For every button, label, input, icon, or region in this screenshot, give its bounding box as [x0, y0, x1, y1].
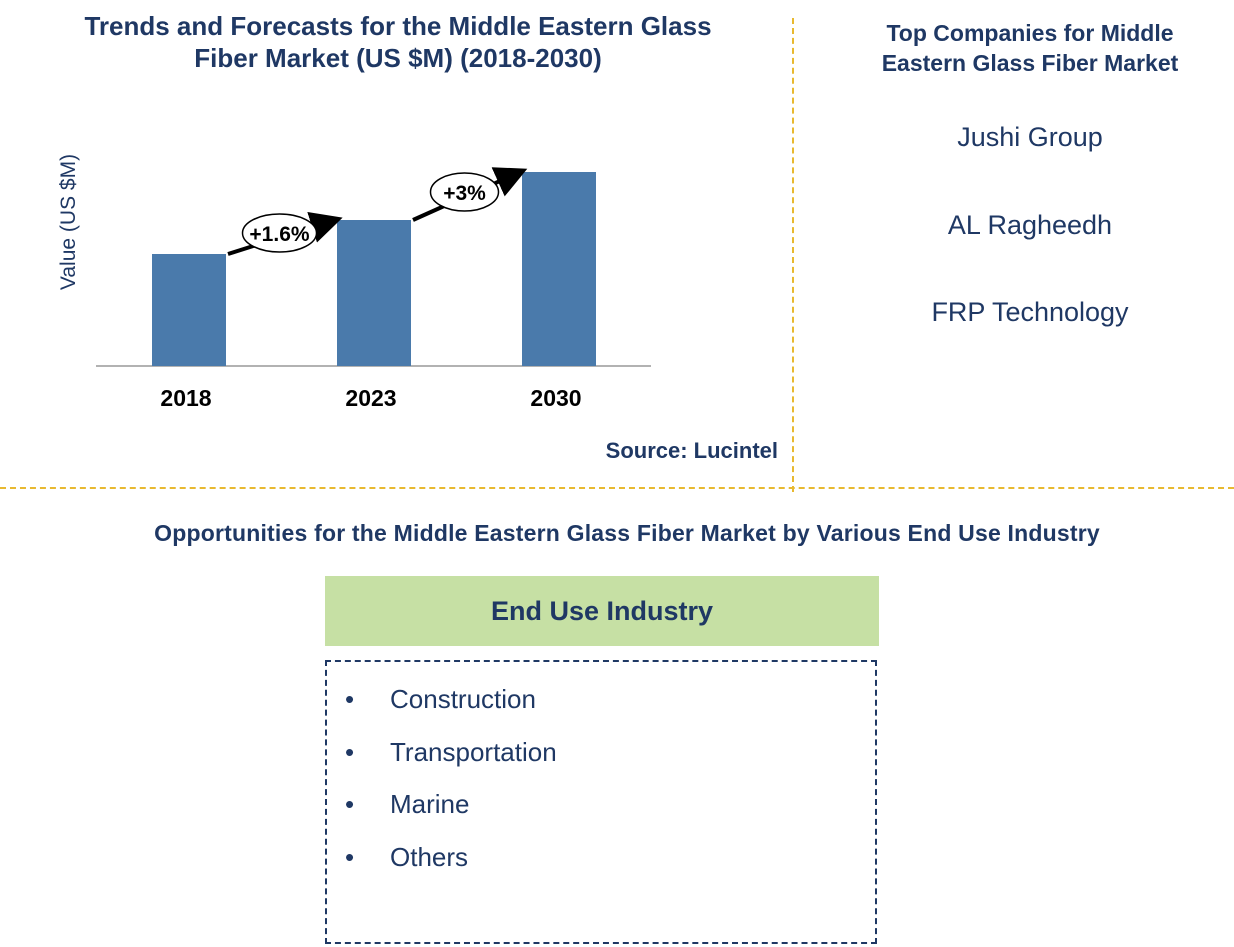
chart-title-line-2: Fiber Market (US $M) (2018-2030): [194, 43, 602, 73]
segment-header: End Use Industry: [325, 576, 879, 646]
bar-2018: [152, 254, 226, 366]
segment-item-label: Others: [390, 842, 469, 872]
opportunities-title: Opportunities for the Middle Eastern Gla…: [154, 520, 1100, 546]
chart-title: Trends and Forecasts for the Middle East…: [20, 10, 776, 74]
bar-2023: [337, 220, 411, 366]
companies-title-line-1: Top Companies for Middle: [886, 20, 1174, 46]
segment-list: • Construction • Transportation • Marine…: [325, 660, 877, 944]
y-axis-label: Value (US $M): [57, 154, 80, 290]
chart-title-line-1: Trends and Forecasts for the Middle East…: [84, 11, 712, 41]
segment-item-label: Construction: [390, 684, 536, 714]
x-tick-label: 2030: [530, 385, 581, 411]
x-tick-label: 2018: [160, 385, 211, 411]
bullet-icon: •: [345, 737, 355, 767]
bar-2030: [522, 172, 596, 366]
growth-bubble: [241, 213, 318, 253]
company-item: FRP Technology: [931, 297, 1129, 327]
x-tick-label: 2023: [345, 385, 396, 411]
growth-bubble: [429, 172, 500, 212]
growth-label: +3%: [443, 182, 486, 205]
bullet-icon: •: [345, 684, 355, 714]
growth-label: +1.6%: [249, 223, 309, 246]
bullet-icon: •: [345, 842, 355, 872]
company-item: AL Ragheedh: [947, 210, 1113, 240]
bar-chart: Value (US $M) +1.6% +3% 2018 2023 2030: [57, 154, 651, 411]
horizontal-divider: [0, 487, 1234, 489]
segment-item-label: Transportation: [390, 737, 557, 767]
companies-title: Top Companies for Middle Eastern Glass F…: [830, 18, 1230, 78]
segment-item-label: Marine: [390, 789, 470, 819]
companies-title-line-2: Eastern Glass Fiber Market: [881, 50, 1179, 76]
vertical-divider: [792, 18, 794, 492]
company-item: Jushi Group: [957, 122, 1103, 152]
source-label: Source: Lucintel: [605, 438, 778, 463]
bullet-icon: •: [345, 789, 355, 819]
